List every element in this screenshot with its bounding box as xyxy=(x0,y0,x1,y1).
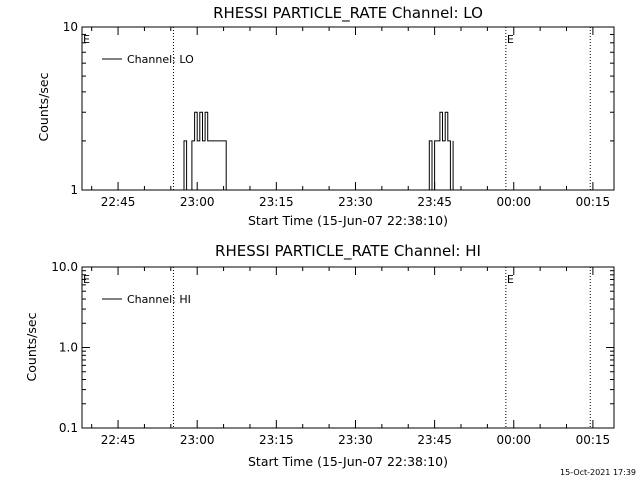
legend-lo: Channel: LO xyxy=(102,53,194,66)
chart-title-lo: RHESSI PARTICLE_RATE Channel: LO xyxy=(213,4,483,23)
event-marker: E xyxy=(507,273,514,286)
legend-hi: Channel: HI xyxy=(102,293,191,306)
x-tick-label: 00:15 xyxy=(576,195,611,209)
legend-label-hi: Channel: HI xyxy=(127,293,191,306)
event-marker: E xyxy=(83,273,90,286)
x-tick-label: 23:45 xyxy=(417,195,452,209)
y-axis-label-hi: Counts/sec xyxy=(24,312,39,381)
x-tick-label: 00:15 xyxy=(576,433,611,447)
x-tick-label: 00:00 xyxy=(496,195,531,209)
y-tick-label: 10 xyxy=(63,20,78,34)
x-tick-label: 22:45 xyxy=(101,195,136,209)
y-tick-label: 0.1 xyxy=(59,421,78,435)
series-line-0 xyxy=(183,111,454,191)
x-tick-label: 23:15 xyxy=(259,195,294,209)
y-tick-label: 10.0 xyxy=(51,260,78,274)
x-axis-label-lo: Start Time (15-Jun-07 22:38:10) xyxy=(248,213,448,228)
x-tick-label: 23:15 xyxy=(259,433,294,447)
x-tick-label: 23:30 xyxy=(338,195,373,209)
timestamp-stamp: 15-Oct-2021 17:39 xyxy=(560,468,636,477)
event-marker: E xyxy=(83,33,90,46)
x-axis-label-hi: Start Time (15-Jun-07 22:38:10) xyxy=(248,454,448,469)
x-tick-label: 23:00 xyxy=(180,433,215,447)
legend-label-lo: Channel: LO xyxy=(127,53,194,66)
event-marker: E xyxy=(507,33,514,46)
panel-hi: RHESSI PARTICLE_RATE Channel: HI Start T… xyxy=(24,242,615,469)
panel-lo: RHESSI PARTICLE_RATE Channel: LO Start T… xyxy=(36,4,615,228)
chart-title-hi: RHESSI PARTICLE_RATE Channel: HI xyxy=(215,242,481,261)
y-tick-label: 1.0 xyxy=(59,341,78,355)
x-tick-label: 00:00 xyxy=(496,433,531,447)
y-tick-label: 1 xyxy=(70,183,78,197)
x-tick-label: 22:45 xyxy=(101,433,136,447)
x-tick-label: 23:45 xyxy=(417,433,452,447)
x-tick-label: 23:30 xyxy=(338,433,373,447)
x-tick-label: 23:00 xyxy=(180,195,215,209)
y-axis-label-lo: Counts/sec xyxy=(36,72,51,141)
